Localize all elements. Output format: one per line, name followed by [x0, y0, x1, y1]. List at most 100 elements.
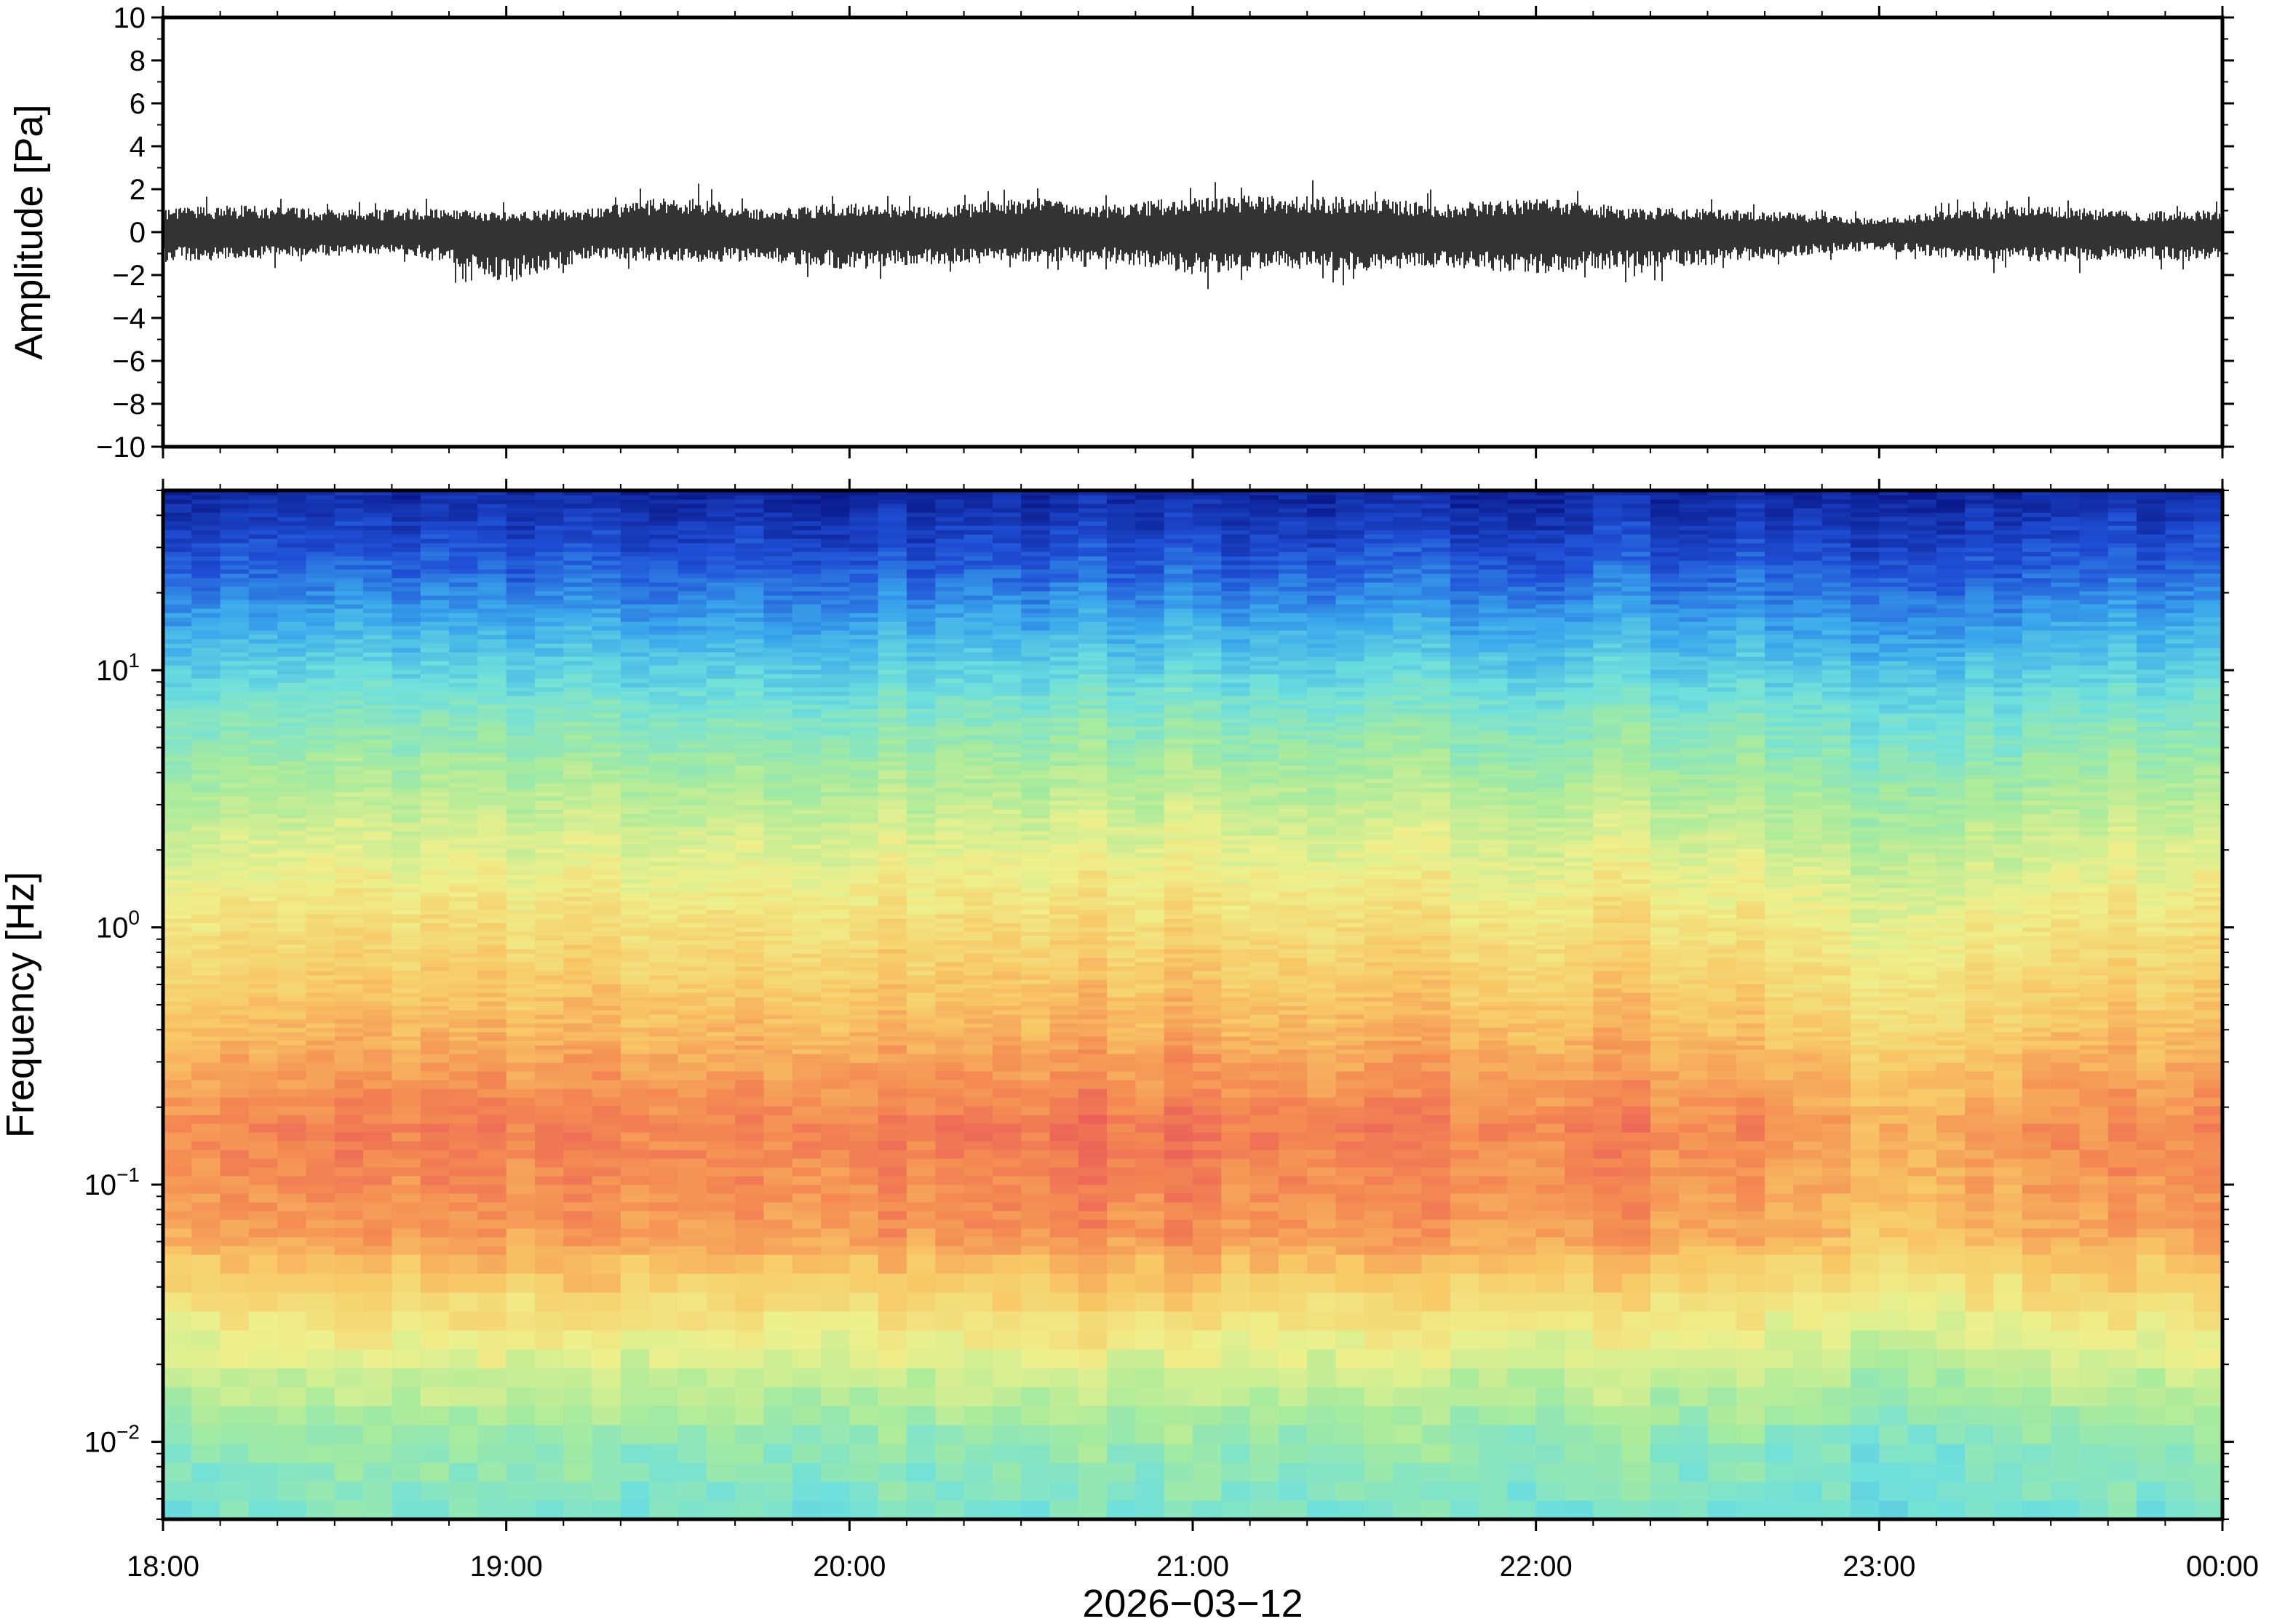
- spectrogram-cell: [392, 490, 421, 495]
- spectrogram-cell: [220, 744, 250, 749]
- spectrogram-cell: [735, 853, 765, 858]
- spectrogram-cell: [677, 617, 707, 622]
- spectrogram-cell: [277, 525, 307, 530]
- spectrogram-cell: [334, 503, 364, 509]
- spectrogram-cell: [763, 1141, 793, 1150]
- spectrogram-cell: [906, 748, 936, 753]
- spectrogram-cell: [935, 1071, 965, 1080]
- spectrogram-cell: [563, 495, 593, 500]
- spectrogram-cell: [677, 1254, 707, 1274]
- spectrogram-cell: [449, 595, 479, 600]
- spectrogram-cell: [906, 949, 936, 954]
- spectrogram-cell: [248, 691, 278, 696]
- spectrogram-cell: [592, 1036, 621, 1041]
- spectrogram-cell: [963, 739, 993, 744]
- spectrogram-cell: [449, 709, 479, 714]
- spectrogram-cell: [248, 1106, 278, 1115]
- spectrogram-cell: [792, 953, 822, 958]
- spectrogram-cell: [363, 958, 393, 963]
- spectrogram-cell: [677, 765, 707, 771]
- spectrogram-cell: [821, 923, 851, 928]
- spectrogram-cell: [563, 1014, 593, 1019]
- spectrogram-cell: [392, 883, 421, 888]
- spectrogram-cell: [906, 530, 936, 535]
- spectrogram-cell: [506, 1115, 536, 1124]
- spectrogram-cell: [878, 648, 907, 653]
- spectrogram-cell: [963, 1185, 993, 1194]
- spectrogram-cell: [592, 809, 621, 814]
- spectrogram-cell: [248, 643, 278, 648]
- spectrogram-cell: [821, 613, 851, 618]
- spectrogram-cell: [849, 696, 879, 701]
- spectrogram-cell: [792, 1254, 822, 1274]
- spectrogram-cell: [677, 813, 707, 819]
- spectrogram-cell: [592, 1292, 621, 1312]
- spectrogram-cell: [363, 1246, 393, 1255]
- spectrogram-cell: [535, 1425, 565, 1444]
- spectrogram-cell: [334, 1349, 364, 1369]
- spectrogram-cell: [935, 534, 965, 539]
- spectrogram-cell: [449, 652, 479, 657]
- spectrogram-cell: [878, 552, 907, 557]
- spectrogram-cell: [363, 1019, 393, 1024]
- spectrogram-cell: [878, 879, 907, 884]
- spectrogram-cell: [392, 648, 421, 653]
- spectrogram-cell: [248, 1292, 278, 1312]
- spectrogram-cell: [420, 1387, 450, 1406]
- spectrogram-cell: [506, 1023, 536, 1028]
- spectrogram-cell: [191, 853, 221, 858]
- spectrogram-cell: [620, 517, 650, 522]
- spectrogram-cell: [306, 905, 335, 910]
- spectrogram-cell: [963, 1054, 993, 1063]
- spectrogram-cell: [334, 1115, 364, 1124]
- spectrogram-cell: [449, 731, 479, 736]
- spectrogram-cell: [963, 1462, 993, 1482]
- spectrogram-cell: [363, 792, 393, 797]
- spectrogram-cell: [963, 918, 993, 923]
- spectrogram-cell: [735, 966, 765, 971]
- spectrogram-cell: [449, 1219, 479, 1229]
- spectrogram-cell: [191, 534, 221, 539]
- spectrogram-cell: [449, 752, 479, 757]
- spectrogram-cell: [363, 1219, 393, 1229]
- spectrogram-cell: [334, 787, 364, 792]
- spectrogram-cell: [477, 1311, 507, 1331]
- spectrogram-cell: [849, 770, 879, 775]
- spectrogram-cell: [506, 1368, 536, 1388]
- spectrogram-cell: [620, 809, 650, 814]
- spectrogram-cell: [649, 508, 679, 513]
- spectrogram-cell: [878, 630, 907, 635]
- spectrogram-cell: [191, 656, 221, 661]
- spectrogram-cell: [535, 1019, 565, 1024]
- spectrogram-cell: [334, 613, 364, 618]
- spectrogram-cell: [849, 1273, 879, 1293]
- spectrogram-cell: [906, 971, 936, 976]
- spectrogram-cell: [849, 840, 879, 845]
- spectrogram-cell: [163, 1088, 193, 1098]
- spectrogram-cell: [363, 936, 393, 941]
- spectrogram-cell: [420, 648, 450, 653]
- spectrogram-cell: [592, 735, 621, 740]
- spectrogram-cell: [449, 866, 479, 871]
- spectrogram-cell: [992, 1311, 1022, 1331]
- spectrogram-cell: [363, 818, 393, 823]
- spectrogram-cell: [363, 1425, 393, 1444]
- spectrogram-cell: [763, 853, 793, 858]
- spectrogram-cell: [506, 1027, 536, 1032]
- spectrogram-cell: [849, 1185, 879, 1194]
- spectrogram-cell: [849, 757, 879, 762]
- spectrogram-cell: [849, 1150, 879, 1159]
- spectrogram-cell: [535, 517, 565, 522]
- spectrogram-cell: [821, 940, 851, 945]
- spectrogram-cell: [821, 534, 851, 539]
- spectrogram-cell: [277, 1176, 307, 1185]
- spectrogram-cell: [477, 744, 507, 749]
- spectrogram-cell: [792, 1406, 822, 1425]
- spectrogram-cell: [363, 626, 393, 631]
- spectrogram-cell: [821, 1254, 851, 1274]
- spectrogram-cell: [363, 765, 393, 771]
- spectrogram-cell: [535, 552, 565, 557]
- spectrogram-cell: [906, 1019, 936, 1024]
- spectrogram-cell: [620, 499, 650, 504]
- spectrogram-cell: [248, 787, 278, 792]
